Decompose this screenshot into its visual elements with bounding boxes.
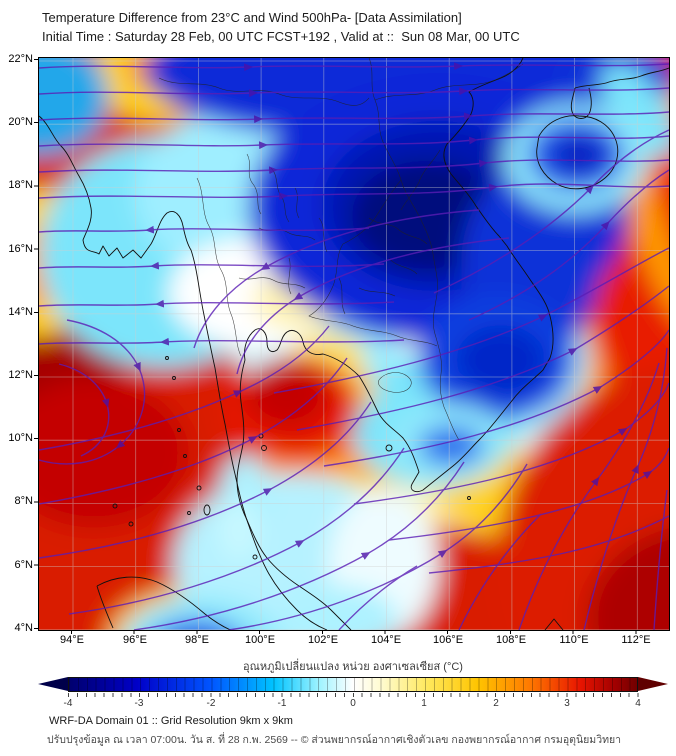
lat-label: 22°N: [8, 53, 33, 65]
lon-label: 94°E: [60, 634, 84, 646]
latitude-axis-ticks: [34, 59, 38, 630]
lon-label: 96°E: [123, 634, 147, 646]
map-canvas: [39, 58, 669, 630]
colorbar-tick: 1: [421, 698, 427, 709]
colorbar-tick: -2: [206, 698, 216, 709]
map-panel: [38, 57, 670, 631]
colorbar-tick: 3: [564, 698, 570, 709]
colorbar-tick: -1: [277, 698, 287, 709]
lat-label: 10°N: [8, 432, 33, 444]
lat-label: 4°N: [14, 622, 33, 634]
colorbar-max-arrow: [638, 677, 668, 691]
lat-label: 18°N: [8, 179, 33, 191]
figure-title: Temperature Difference from 23°C and Win…: [42, 10, 462, 25]
model-info: WRF-DA Domain 01 :: Grid Resolution 9km …: [49, 715, 293, 727]
colorbar-tick: -4: [63, 698, 73, 709]
lon-label: 98°E: [185, 634, 209, 646]
streamlines: [39, 62, 669, 630]
issuing-agency-info: ปรับปรุงข้อมูล ณ เวลา 07:00น. วัน ส. ที่…: [47, 734, 622, 746]
lon-label: 104°E: [370, 634, 402, 646]
lon-label: 108°E: [495, 634, 527, 646]
colorbar-minor-ticks: [68, 693, 639, 697]
lat-label: 16°N: [8, 243, 33, 255]
lon-label: 100°E: [244, 634, 276, 646]
lat-label: 20°N: [8, 116, 33, 128]
lat-label: 8°N: [14, 495, 33, 507]
lon-label: 110°E: [559, 634, 589, 646]
colorbar-tick: 0: [350, 698, 356, 709]
lon-label: 102°E: [307, 634, 339, 646]
lat-label: 12°N: [8, 369, 33, 381]
colorbar-title: อุณหภูมิเปลี่ยนแปลง หน่วย องศาเซลเซียส (…: [243, 661, 463, 673]
colorbar-min-arrow: [38, 677, 68, 691]
colorbar-tick: 2: [493, 698, 499, 709]
colorbar-tick: 4: [635, 698, 641, 709]
lat-label: 6°N: [14, 559, 33, 571]
colorbar-gradient: [68, 677, 638, 692]
longitude-axis-ticks: [71, 630, 638, 634]
figure-subtitle: Initial Time : Saturday 28 Feb, 00 UTC F…: [42, 29, 520, 44]
lon-label: 106°E: [432, 634, 464, 646]
lat-label: 14°N: [8, 306, 33, 318]
colorbar-tick: -3: [134, 698, 144, 709]
temperature-field: [39, 58, 669, 630]
lon-label: 112°E: [621, 634, 651, 646]
